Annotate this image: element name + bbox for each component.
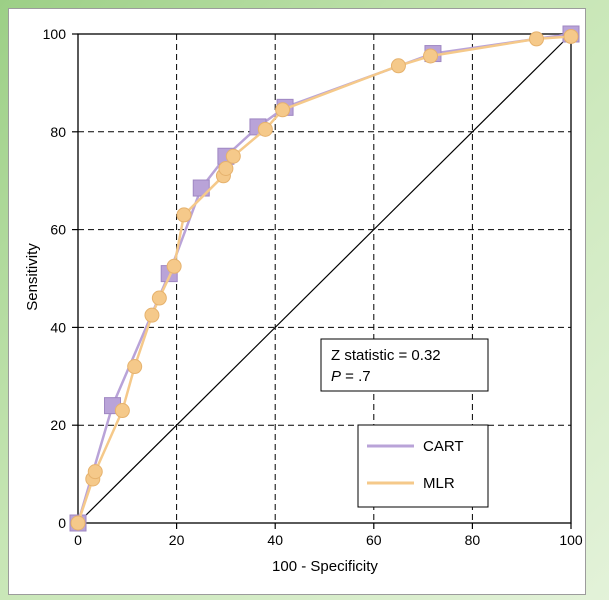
legend-label-cart: CART bbox=[423, 438, 464, 455]
x-tick-label-0: 0 bbox=[74, 532, 82, 548]
mlr-point-2 bbox=[87, 464, 103, 480]
mlr-point-12 bbox=[257, 121, 273, 137]
y-tick-label-100: 100 bbox=[43, 26, 67, 42]
mlr-point-14 bbox=[390, 58, 406, 74]
y-tick-label-40: 40 bbox=[50, 319, 66, 335]
chart-panel: 0 20 40 60 80 100 0 20 40 60 80 100 100 - Specifici… bbox=[8, 8, 586, 595]
annotation-box bbox=[320, 338, 489, 392]
series-layer bbox=[69, 25, 580, 532]
mlr-point-17 bbox=[563, 28, 579, 44]
x-tick-label-80: 80 bbox=[465, 532, 481, 548]
reference-line bbox=[77, 33, 572, 524]
mlr-point-3 bbox=[114, 403, 130, 419]
legend: CART MLR bbox=[357, 424, 489, 508]
mlr-point-16 bbox=[528, 31, 544, 47]
mlr-point-11 bbox=[225, 148, 241, 164]
mlr-point-4 bbox=[127, 359, 143, 375]
mlr-point-0 bbox=[70, 515, 86, 531]
y-tick-label-60: 60 bbox=[50, 222, 66, 238]
roc-chart: 0 20 40 60 80 100 0 20 40 60 80 100 100 - Specifici… bbox=[24, 25, 583, 575]
mlr-point-5 bbox=[144, 307, 160, 323]
mlr-point-6 bbox=[151, 290, 167, 306]
statistic-annotation: Z statistic = 0.32 P = .7 bbox=[320, 338, 489, 392]
x-tick-label-100: 100 bbox=[559, 532, 583, 548]
cart-point-3 bbox=[192, 179, 210, 197]
mlr-point-7 bbox=[166, 258, 182, 274]
y-tick-label-0: 0 bbox=[58, 515, 66, 531]
x-axis-label: 100 - Specificity bbox=[272, 558, 378, 575]
x-tick-label-40: 40 bbox=[267, 532, 283, 548]
y-tick-label-20: 20 bbox=[50, 417, 66, 433]
reference-diagonal bbox=[77, 33, 572, 524]
legend-label-mlr: MLR bbox=[423, 475, 455, 492]
mlr-point-15 bbox=[422, 48, 438, 64]
mlr-point-10 bbox=[218, 160, 234, 176]
annotation-p-symbol: P bbox=[331, 368, 341, 385]
annotation-line1: Z statistic = 0.32 bbox=[331, 347, 441, 364]
mlr-point-8 bbox=[176, 207, 192, 223]
annotation-line2: P = .7 bbox=[331, 368, 371, 385]
annotation-p-value: = .7 bbox=[341, 368, 371, 385]
x-tick-label-20: 20 bbox=[169, 532, 185, 548]
x-tick-label-60: 60 bbox=[366, 532, 382, 548]
y-tick-label-80: 80 bbox=[50, 124, 66, 140]
series-mlr bbox=[70, 28, 579, 531]
plot-area bbox=[77, 33, 572, 524]
y-axis-label: Sensitivity bbox=[24, 243, 41, 311]
axis-ticks: 0 20 40 60 80 100 0 20 40 60 80 100 bbox=[43, 26, 583, 548]
legend-box bbox=[357, 424, 489, 508]
mlr-point-13 bbox=[275, 102, 291, 118]
